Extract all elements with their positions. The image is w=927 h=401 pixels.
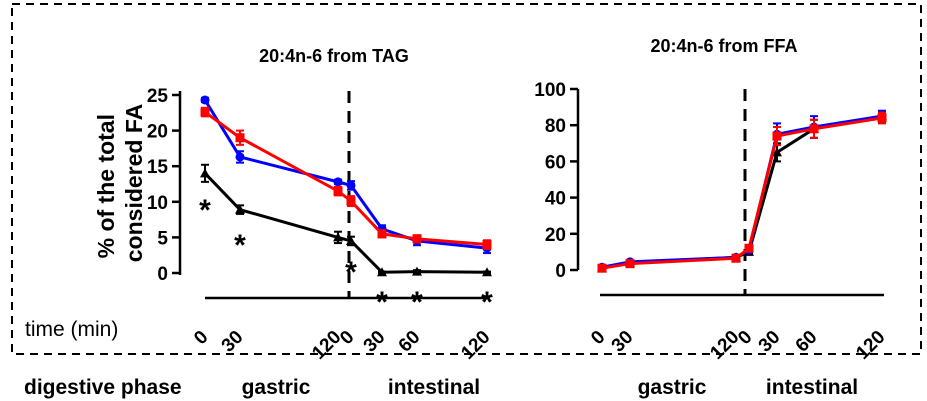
x-tick-label: 30 xyxy=(218,327,248,357)
data-point xyxy=(809,124,819,134)
y-axis-label: % of the total considered FA xyxy=(93,104,147,262)
y-tick-label: 15 xyxy=(147,157,169,178)
data-point xyxy=(482,240,492,250)
chart-title: 20:4n-6 from FFA xyxy=(650,36,797,56)
series-line xyxy=(203,99,488,250)
x-tick-label: 120 xyxy=(852,327,889,364)
series-line xyxy=(601,116,883,270)
y-tick-label: 40 xyxy=(545,189,566,210)
x-tick-label: 120 xyxy=(457,327,494,364)
x-tick-label: 30 xyxy=(608,327,638,357)
data-point xyxy=(200,168,210,178)
y-ticks: 0 5 10 15 20 25 xyxy=(147,86,180,285)
series-line xyxy=(204,110,488,247)
series-2 xyxy=(200,106,492,250)
data-point xyxy=(731,253,741,263)
x-tick-label: 30 xyxy=(360,327,390,357)
series-group xyxy=(597,109,887,273)
data-point xyxy=(412,234,422,244)
data-point xyxy=(235,152,245,162)
significance-star: * xyxy=(376,286,388,319)
data-point xyxy=(482,267,492,277)
phase-row-label: digestive phase xyxy=(24,376,182,399)
data-point xyxy=(333,232,343,242)
significance-star: * xyxy=(199,194,211,227)
chart-title: 20:4n-6 from TAG xyxy=(259,46,409,66)
data-point xyxy=(412,266,422,276)
data-point xyxy=(346,196,356,206)
significance-star: * xyxy=(411,286,423,319)
x-tick-label: 30 xyxy=(755,327,785,357)
x-tick-label: 60 xyxy=(395,327,425,357)
y-tick-label: 20 xyxy=(545,225,566,246)
y-ticks: 0 20 40 60 80 100 xyxy=(534,80,578,282)
y-tick-label: 0 xyxy=(555,261,566,282)
series-group xyxy=(200,95,492,277)
significance-star: * xyxy=(481,286,493,319)
series-line xyxy=(601,114,883,269)
y-tick-label: 0 xyxy=(157,264,168,285)
series-3 xyxy=(597,111,887,273)
y-tick-label: 80 xyxy=(545,116,566,137)
data-point xyxy=(333,177,343,187)
x-tick-label: 60 xyxy=(792,327,822,357)
data-point xyxy=(333,186,343,196)
data-point xyxy=(772,147,782,157)
data-point xyxy=(377,267,387,277)
y-tick-label: 20 xyxy=(147,122,168,143)
y-axis-label-line-2: considered FA xyxy=(121,104,147,262)
phase-label-gastric-right: gastric xyxy=(638,376,707,399)
data-point xyxy=(877,113,887,123)
series-line xyxy=(601,114,883,270)
y-tick-label: 5 xyxy=(157,228,168,249)
series-3 xyxy=(200,163,492,277)
y-axis-label-line-1: % of the total xyxy=(93,114,119,258)
y-tick-label: 60 xyxy=(545,152,566,173)
significance-markers: * * * * * * xyxy=(199,194,493,319)
data-point xyxy=(597,263,607,273)
y-tick-label: 25 xyxy=(147,86,169,107)
data-point xyxy=(200,95,210,105)
series-2 xyxy=(597,111,887,273)
y-tick-label: 10 xyxy=(147,193,168,214)
dashed-frame xyxy=(11,3,922,355)
x-tick-label: 0 xyxy=(190,327,212,349)
data-point xyxy=(235,133,245,143)
phase-label-intestinal-left: intestinal xyxy=(388,376,480,399)
phase-label-gastric-left: gastric xyxy=(242,376,311,399)
phase-label-intestinal-right: intestinal xyxy=(766,376,858,399)
data-point xyxy=(346,180,356,190)
significance-star: * xyxy=(234,229,246,262)
data-point xyxy=(200,107,210,117)
data-point xyxy=(346,235,356,245)
x-tick-label: 0 xyxy=(587,327,609,349)
data-point xyxy=(625,259,635,269)
data-point xyxy=(772,131,782,141)
significance-star: * xyxy=(345,256,357,289)
data-point xyxy=(744,243,754,253)
data-point xyxy=(235,204,245,214)
series-1 xyxy=(597,109,887,272)
time-axis-label: time (min) xyxy=(25,318,118,341)
y-tick-label: 100 xyxy=(534,80,566,101)
chart-tag: 20:4n-6 from TAG % of the total consider… xyxy=(25,46,495,364)
data-point xyxy=(377,229,387,239)
